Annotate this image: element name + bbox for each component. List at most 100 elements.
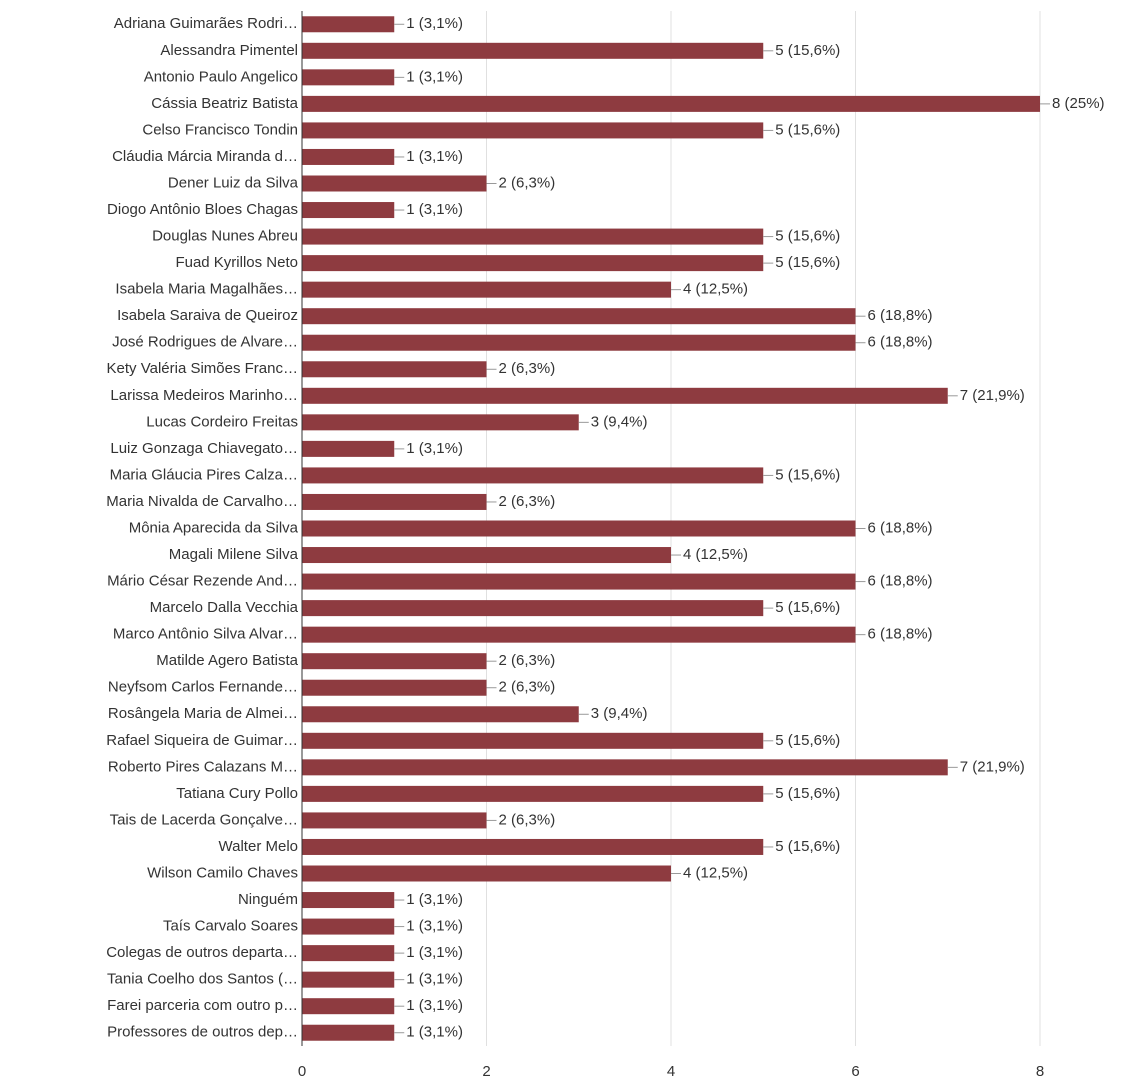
y-tick-label: Ninguém xyxy=(238,891,298,908)
data-label: 5 (15,6%) xyxy=(775,732,840,749)
data-label: 4 (12,5%) xyxy=(683,281,748,298)
data-label: 1 (3,1%) xyxy=(406,201,463,218)
y-tick-label: Marcelo Dalla Vecchia xyxy=(150,599,299,616)
y-tick-label: Mônia Aparecida da Silva xyxy=(129,519,299,536)
data-label: 1 (3,1%) xyxy=(406,68,463,85)
y-tick-label: Luiz Gonzaga Chiavegato… xyxy=(110,440,298,457)
bar xyxy=(302,865,671,882)
data-label: 5 (15,6%) xyxy=(775,254,840,271)
bar xyxy=(302,308,856,325)
y-tick-label: Cássia Beatriz Batista xyxy=(151,95,298,112)
y-tick-label: Lucas Cordeiro Freitas xyxy=(146,413,298,430)
bar xyxy=(302,467,764,484)
bar xyxy=(302,228,764,245)
data-label: 5 (15,6%) xyxy=(775,121,840,138)
y-tick-label: Antonio Paulo Angelico xyxy=(144,68,298,85)
y-tick-label: Maria Gláucia Pires Calza… xyxy=(110,466,298,483)
bar xyxy=(302,122,764,139)
bar xyxy=(302,573,856,590)
y-tick-label: Rafael Siqueira de Guimar… xyxy=(106,732,298,749)
y-tick-label: Farei parceria com outro p… xyxy=(107,997,298,1014)
y-tick-label: José Rodrigues de Alvare… xyxy=(112,334,298,351)
bar xyxy=(302,334,856,351)
data-label: 1 (3,1%) xyxy=(406,944,463,961)
y-tick-label: Taís Carvalo Soares xyxy=(163,918,298,935)
x-tick-label: 0 xyxy=(298,1063,306,1080)
data-label: 6 (18,8%) xyxy=(868,519,933,536)
y-tick-label: Alessandra Pimentel xyxy=(160,42,298,59)
bar xyxy=(302,838,764,855)
bar xyxy=(302,520,856,537)
bar xyxy=(302,785,764,802)
y-tick-label: Colegas de outros departa… xyxy=(106,944,298,961)
data-label: 5 (15,6%) xyxy=(775,599,840,616)
data-label: 1 (3,1%) xyxy=(406,891,463,908)
y-tick-label: Celso Francisco Tondin xyxy=(142,121,298,138)
bar xyxy=(302,998,395,1015)
data-label: 1 (3,1%) xyxy=(406,997,463,1014)
y-tick-label: Wilson Camilo Chaves xyxy=(147,864,298,881)
bar xyxy=(302,1024,395,1041)
y-tick-label: Kety Valéria Simões Franc… xyxy=(107,360,298,377)
y-tick-label: Adriana Guimarães Rodri… xyxy=(114,15,298,32)
y-tick-label: Tais de Lacerda Gonçalve… xyxy=(110,811,298,828)
y-tick-label: Maria Nivalda de Carvalho… xyxy=(106,493,298,510)
x-tick-label: 8 xyxy=(1036,1063,1044,1080)
y-tick-label: Tania Coelho dos Santos (… xyxy=(107,971,298,988)
y-tick-label: Mário César Rezende And… xyxy=(107,573,298,590)
bar xyxy=(302,732,764,749)
data-label: 4 (12,5%) xyxy=(683,864,748,881)
bar xyxy=(302,600,764,617)
data-label: 7 (21,9%) xyxy=(960,758,1025,775)
bar xyxy=(302,361,487,378)
y-tick-label: Douglas Nunes Abreu xyxy=(152,228,298,245)
bar xyxy=(302,414,579,431)
bar xyxy=(302,281,671,298)
bar xyxy=(302,16,395,33)
data-label: 5 (15,6%) xyxy=(775,42,840,59)
bar xyxy=(302,706,579,723)
x-tick-label: 4 xyxy=(667,1063,675,1080)
bar xyxy=(302,945,395,962)
bar xyxy=(302,148,395,165)
bar xyxy=(302,493,487,510)
data-label: 4 (12,5%) xyxy=(683,546,748,563)
bar xyxy=(302,387,948,404)
data-label: 1 (3,1%) xyxy=(406,918,463,935)
data-label: 7 (21,9%) xyxy=(960,387,1025,404)
data-label: 2 (6,3%) xyxy=(499,493,556,510)
y-tick-label: Isabela Saraiva de Queiroz xyxy=(117,307,298,324)
bar xyxy=(302,679,487,696)
y-tick-label: Dener Luiz da Silva xyxy=(168,174,299,191)
x-tick-label: 6 xyxy=(851,1063,859,1080)
bar xyxy=(302,69,395,86)
y-tick-label: Neyfsom Carlos Fernande… xyxy=(108,679,298,696)
y-tick-label: Professores de outros dep… xyxy=(107,1024,298,1041)
x-tick-label: 2 xyxy=(482,1063,490,1080)
y-tick-label: Isabela Maria Magalhães… xyxy=(115,281,298,298)
bar xyxy=(302,759,948,776)
bar xyxy=(302,626,856,643)
y-tick-label: Cláudia Márcia Miranda d… xyxy=(112,148,298,165)
data-label: 6 (18,8%) xyxy=(868,573,933,590)
data-label: 1 (3,1%) xyxy=(406,148,463,165)
bar xyxy=(302,653,487,670)
data-label: 6 (18,8%) xyxy=(868,334,933,351)
data-label: 3 (9,4%) xyxy=(591,413,648,430)
data-label: 2 (6,3%) xyxy=(499,652,556,669)
y-tick-label: Marco Antônio Silva Alvar… xyxy=(113,626,298,643)
data-label: 2 (6,3%) xyxy=(499,174,556,191)
data-label: 1 (3,1%) xyxy=(406,1024,463,1041)
data-label: 6 (18,8%) xyxy=(868,626,933,643)
data-label: 5 (15,6%) xyxy=(775,838,840,855)
data-label: 1 (3,1%) xyxy=(406,440,463,457)
bar xyxy=(302,812,487,829)
data-label: 8 (25%) xyxy=(1052,95,1105,112)
bar xyxy=(302,42,764,59)
bar xyxy=(302,440,395,457)
bar xyxy=(302,971,395,988)
y-tick-label: Magali Milene Silva xyxy=(169,546,299,563)
bar xyxy=(302,175,487,192)
bar xyxy=(302,547,671,564)
